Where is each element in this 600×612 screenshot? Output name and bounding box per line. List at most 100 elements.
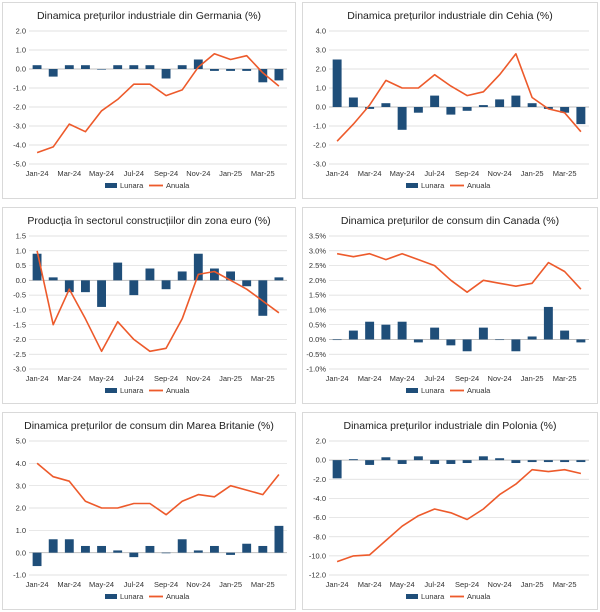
bar-lunara <box>365 321 375 340</box>
x-tick-label: Jan-25 <box>219 374 242 383</box>
y-tick-label: 4.0 <box>316 27 326 36</box>
bar-lunara <box>129 280 139 296</box>
x-tick-label: Sep-24 <box>455 374 479 383</box>
x-tick-label: Nov-24 <box>186 374 210 383</box>
line-anuala <box>336 252 582 293</box>
y-tick-label: 3.0 <box>16 481 26 490</box>
bar-lunara <box>511 95 521 107</box>
bar-lunara <box>430 327 440 340</box>
legend-label-anuala: Anuala <box>166 386 190 395</box>
bar-lunara <box>446 339 456 346</box>
bar-lunara <box>193 59 203 69</box>
bar-lunara <box>48 539 58 553</box>
y-tick-label: 1.0 <box>16 46 26 55</box>
y-tick-label: 0.5% <box>309 320 326 329</box>
bar-lunara <box>478 105 488 107</box>
chart-panel: Dinamica prețurilor industriale din Germ… <box>2 2 296 199</box>
x-tick-label: Sep-24 <box>455 580 479 589</box>
y-tick-label: -0.5% <box>306 350 326 359</box>
y-tick-label: -3.0 <box>313 160 326 169</box>
x-tick-label: Nov-24 <box>186 169 210 178</box>
bar-lunara <box>381 324 391 340</box>
x-tick-label: Sep-24 <box>154 580 178 589</box>
bar-lunara <box>365 107 375 109</box>
bar-lunara <box>527 460 537 463</box>
y-tick-label: -1.0 <box>13 305 26 314</box>
y-tick-label: 1.5 <box>16 232 26 241</box>
bar-lunara <box>381 457 391 461</box>
x-tick-label: Mar-24 <box>57 580 81 589</box>
chart-svg: Dinamica prețurilor de consum din Marea … <box>13 420 287 601</box>
y-tick-label: -8.0 <box>313 532 326 541</box>
bar-lunara <box>332 339 342 341</box>
x-tick-label: Sep-24 <box>154 169 178 178</box>
x-tick-label: Jan-24 <box>326 169 349 178</box>
legend-label-lunara: Lunara <box>120 181 144 190</box>
y-tick-label: 1.0% <box>309 305 326 314</box>
bar-lunara <box>242 543 252 553</box>
bar-lunara <box>113 65 123 69</box>
bar-lunara <box>413 107 423 113</box>
x-tick-label: Jan-25 <box>521 169 544 178</box>
bar-lunara <box>242 280 252 287</box>
bar-lunara <box>210 545 219 553</box>
bar-lunara <box>511 339 521 352</box>
y-tick-label: 3.0 <box>316 46 326 55</box>
x-tick-label: Jul-24 <box>124 580 144 589</box>
bar-lunara <box>365 460 375 465</box>
chart-svg: Dinamica prețurilor industriale din Cehi… <box>313 10 589 190</box>
bar-lunara <box>348 97 358 107</box>
bar-lunara <box>495 99 505 107</box>
x-tick-label: Mar-25 <box>553 169 577 178</box>
legend-label-lunara: Lunara <box>421 386 445 395</box>
y-tick-label: -2.0 <box>13 103 26 112</box>
bar-lunara <box>397 107 407 130</box>
bar-lunara <box>381 103 391 107</box>
y-tick-label: 3.0% <box>309 246 326 255</box>
y-tick-label: -2.5 <box>13 350 26 359</box>
legend-label-anuala: Anuala <box>166 181 190 190</box>
bar-lunara <box>177 539 187 553</box>
x-tick-label: Sep-24 <box>455 169 479 178</box>
legend-label-lunara: Lunara <box>120 592 144 601</box>
x-tick-label: May-24 <box>89 169 114 178</box>
chart-svg: Dinamica prețurilor de consum din Canada… <box>306 215 589 395</box>
line-anuala <box>336 52 582 142</box>
bar-lunara <box>226 69 235 71</box>
bar-lunara <box>413 339 423 343</box>
x-tick-label: Mar-25 <box>251 374 275 383</box>
bar-lunara <box>446 460 456 464</box>
bar-lunara <box>64 539 74 553</box>
y-tick-label: 1.0 <box>16 246 26 255</box>
bar-lunara <box>48 69 58 77</box>
x-tick-label: Sep-24 <box>154 374 178 383</box>
y-tick-label: 2.0 <box>316 65 326 74</box>
y-tick-label: 0.0% <box>309 335 326 344</box>
legend-label-lunara: Lunara <box>120 386 144 395</box>
bar-lunara <box>560 460 570 463</box>
bar-lunara <box>97 280 106 307</box>
bar-lunara <box>113 262 123 281</box>
bar-lunara <box>462 339 472 352</box>
bar-lunara <box>210 69 219 71</box>
y-tick-label: -0.5 <box>13 291 26 300</box>
y-tick-label: 0.0 <box>316 103 326 112</box>
bar-lunara <box>446 107 456 115</box>
y-tick-label: 2.5% <box>309 261 326 270</box>
bar-lunara <box>274 525 284 553</box>
bar-lunara <box>64 65 74 69</box>
bar-lunara <box>161 280 171 290</box>
bar-lunara <box>129 65 139 69</box>
x-tick-label: May-24 <box>390 169 415 178</box>
bar-lunara <box>81 545 90 553</box>
bar-lunara <box>242 69 252 71</box>
bar-lunara <box>81 280 90 293</box>
x-tick-label: Nov-24 <box>488 580 512 589</box>
bar-lunara <box>462 460 472 464</box>
chart-title: Dinamica prețurilor de consum din Canada… <box>341 215 559 227</box>
bar-lunara <box>32 552 42 567</box>
y-tick-label: -1.0 <box>313 122 326 131</box>
legend-label-lunara: Lunara <box>421 181 445 190</box>
bar-lunara <box>193 253 203 281</box>
bar-lunara <box>81 65 90 69</box>
